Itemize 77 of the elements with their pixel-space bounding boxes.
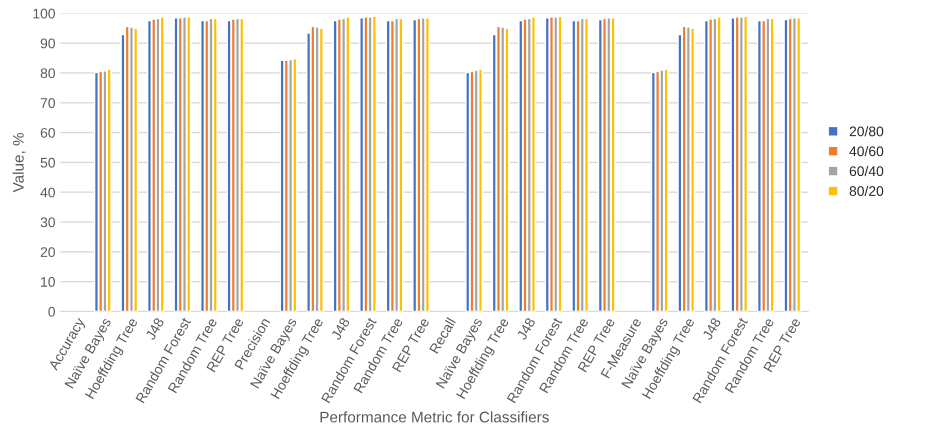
bar xyxy=(200,20,206,312)
x-tick-label: J48 xyxy=(330,317,350,341)
bar xyxy=(584,18,590,312)
bar xyxy=(151,18,156,312)
bar xyxy=(318,28,324,312)
bar xyxy=(239,18,244,312)
bar xyxy=(788,18,793,312)
y-tick-label: 0 xyxy=(48,306,55,317)
y-tick-label: 90 xyxy=(40,38,55,48)
bar xyxy=(500,26,506,312)
bar xyxy=(530,16,536,312)
bar xyxy=(716,16,722,312)
bar xyxy=(690,28,696,312)
bar xyxy=(341,18,346,312)
y-tick-label: 80 xyxy=(40,68,55,78)
bar xyxy=(235,18,240,312)
bar xyxy=(478,68,483,312)
bar xyxy=(386,20,391,312)
bar xyxy=(398,18,404,312)
bar xyxy=(770,18,775,312)
bar xyxy=(174,17,179,312)
bar xyxy=(761,20,766,312)
bar xyxy=(98,70,104,312)
y-tick-label: 50 xyxy=(40,158,55,168)
bar xyxy=(734,16,740,312)
bar xyxy=(576,20,581,312)
bar xyxy=(359,17,364,312)
bar xyxy=(708,18,714,312)
bar xyxy=(474,69,479,312)
bar xyxy=(504,28,510,312)
x-axis-title: Performance Metric for Classifiers xyxy=(320,411,549,422)
bar xyxy=(602,18,608,312)
bar xyxy=(368,16,373,312)
bar xyxy=(743,16,748,312)
bar xyxy=(655,70,660,312)
x-tick-label: J48 xyxy=(702,317,722,341)
y-tick-label: 30 xyxy=(40,217,55,228)
bar xyxy=(314,26,320,312)
x-tick-label: J48 xyxy=(145,317,164,341)
bar xyxy=(558,16,563,312)
legend-label: 40/60 xyxy=(849,146,884,156)
bar xyxy=(226,20,232,312)
bar xyxy=(682,26,687,312)
bar xyxy=(133,28,138,312)
x-tick-label: J48 xyxy=(516,317,536,341)
bar xyxy=(372,16,377,312)
bar xyxy=(186,16,192,312)
bar xyxy=(345,16,350,312)
y-tick-label: 10 xyxy=(41,277,55,287)
legend-label: 80/20 xyxy=(850,186,884,196)
bar xyxy=(424,17,430,312)
bar xyxy=(420,17,426,312)
bar xyxy=(412,18,418,312)
bar xyxy=(124,26,130,312)
bar xyxy=(610,17,616,312)
y-tick-label: 100 xyxy=(33,8,55,19)
y-axis-title: Value, % xyxy=(12,132,26,192)
bar xyxy=(208,18,214,312)
legend-label: 60/40 xyxy=(850,166,884,176)
bar xyxy=(465,72,470,312)
y-tick-label: 60 xyxy=(40,128,55,138)
bar xyxy=(394,18,400,312)
bar xyxy=(526,18,532,312)
bar xyxy=(160,16,165,312)
bar xyxy=(212,18,218,312)
y-tick-label: 70 xyxy=(40,98,55,108)
bar xyxy=(664,68,669,312)
y-tick-label: 20 xyxy=(40,247,55,258)
y-tick-label: 40 xyxy=(40,188,55,198)
bar xyxy=(288,58,294,312)
bar xyxy=(106,68,112,312)
legend-label: 20/80 xyxy=(850,126,884,136)
bar xyxy=(332,20,338,312)
bar xyxy=(796,17,802,312)
bar xyxy=(280,59,285,312)
bar xyxy=(549,16,554,312)
bar xyxy=(292,58,298,312)
